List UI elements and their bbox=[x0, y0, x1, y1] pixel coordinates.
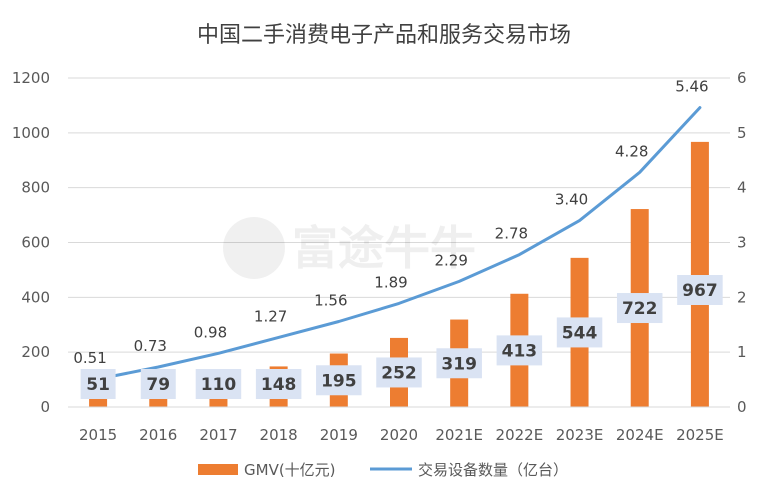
y-right-tick-label: 0 bbox=[737, 398, 747, 416]
bar-label-box bbox=[195, 369, 242, 399]
line-data-label: 1.56 bbox=[314, 291, 347, 309]
x-tick-label: 2025E bbox=[676, 426, 724, 444]
line-data-label: 0.98 bbox=[194, 323, 227, 341]
x-axis: 2015 2016 2017 2018 2019 2020 2021E 2022E 2023E 2… bbox=[79, 426, 724, 444]
x-tick-label: 2016 bbox=[139, 426, 177, 444]
y-left-tick-label: 1200 bbox=[12, 69, 50, 87]
y-right-tick-label: 2 bbox=[737, 288, 747, 306]
y-left-tick-label: 400 bbox=[21, 288, 50, 306]
bar-label-box bbox=[255, 369, 302, 399]
legend: GMV(十亿元) 交易设备数量（亿台） bbox=[198, 461, 568, 479]
bar-label-box bbox=[677, 275, 723, 305]
watermark: 富途牛牛 bbox=[223, 217, 476, 279]
legend-label-devices: 交易设备数量（亿台） bbox=[418, 461, 568, 479]
line-data-label: 2.78 bbox=[495, 225, 528, 243]
y-left-tick-label: 600 bbox=[21, 234, 50, 252]
x-tick-label: 2017 bbox=[199, 426, 237, 444]
y-right-tick-label: 1 bbox=[737, 343, 747, 361]
bar-label-box bbox=[140, 369, 176, 399]
chart-title: 中国二手消费电子产品和服务交易市场 bbox=[197, 23, 571, 48]
x-tick-label: 2021E bbox=[435, 426, 483, 444]
y-right-tick-label: 5 bbox=[737, 124, 747, 142]
bar-data-label: 195 bbox=[321, 371, 357, 391]
bar-data-label: 544 bbox=[562, 323, 598, 343]
x-tick-label: 2015 bbox=[79, 426, 117, 444]
bar-label-box bbox=[496, 335, 543, 366]
x-tick-label: 2023E bbox=[556, 426, 604, 444]
line-data-label: 0.51 bbox=[73, 349, 106, 367]
x-tick-label: 2022E bbox=[496, 426, 544, 444]
y-left-tick-label: 200 bbox=[21, 343, 50, 361]
bar-label-box bbox=[376, 357, 422, 388]
series-line bbox=[96, 106, 702, 381]
line-data-labels: 0.51 0.73 0.98 1.27 1.56 1.89 2.29 2.78 3.40 4.28… bbox=[73, 78, 708, 367]
line-data-label: 2.29 bbox=[434, 251, 467, 269]
line-data-label: 1.27 bbox=[254, 307, 287, 325]
y-axis-left: 0 200 400 600 800 1000 1200 bbox=[12, 69, 50, 416]
bar-data-label: 148 bbox=[261, 375, 297, 395]
bar-data-label: 967 bbox=[682, 281, 718, 301]
x-tick-label: 2019 bbox=[320, 426, 358, 444]
line-data-label: 5.46 bbox=[675, 78, 708, 96]
bar bbox=[690, 141, 709, 407]
line-series bbox=[96, 106, 702, 381]
watermark-logo-icon bbox=[223, 217, 285, 279]
bar-data-label: 319 bbox=[441, 354, 477, 374]
y-right-tick-label: 4 bbox=[737, 179, 747, 197]
bar-label-box bbox=[556, 317, 603, 348]
line-data-label: 0.73 bbox=[134, 337, 167, 355]
bar-data-label: 79 bbox=[146, 375, 170, 395]
y-left-tick-label: 0 bbox=[40, 398, 50, 416]
bar-label-box bbox=[80, 369, 116, 399]
line-data-label: 3.40 bbox=[555, 191, 588, 209]
line-data-label: 1.89 bbox=[374, 273, 407, 291]
y-right-tick-label: 3 bbox=[737, 234, 747, 252]
legend-swatch-gmv bbox=[198, 464, 238, 475]
bar-label-box bbox=[616, 293, 663, 324]
bar-data-label: 51 bbox=[86, 375, 110, 395]
bar-label-box bbox=[316, 365, 362, 396]
bar-data-label: 252 bbox=[381, 363, 417, 383]
x-tick-label: 2024E bbox=[616, 426, 664, 444]
bar-data-label: 413 bbox=[502, 341, 538, 361]
bar-data-label: 722 bbox=[622, 299, 658, 319]
y-right-tick-label: 6 bbox=[737, 69, 747, 87]
watermark-text: 富途牛牛 bbox=[292, 221, 476, 275]
bar-data-labels: 51 79 110 148 195 252 319 413 544 722 967 bbox=[80, 275, 723, 399]
y-axis-right: 0 1 2 3 4 5 6 bbox=[737, 69, 747, 416]
line-data-label: 4.28 bbox=[615, 142, 648, 160]
gridlines bbox=[68, 77, 730, 353]
x-tick-label: 2020 bbox=[380, 426, 418, 444]
y-left-tick-label: 1000 bbox=[12, 124, 50, 142]
x-tick-label: 2018 bbox=[260, 426, 298, 444]
legend-label-gmv: GMV(十亿元) bbox=[244, 461, 336, 479]
bar-data-label: 110 bbox=[201, 375, 237, 395]
bar-label-box bbox=[436, 348, 482, 379]
y-left-tick-label: 800 bbox=[21, 179, 50, 197]
